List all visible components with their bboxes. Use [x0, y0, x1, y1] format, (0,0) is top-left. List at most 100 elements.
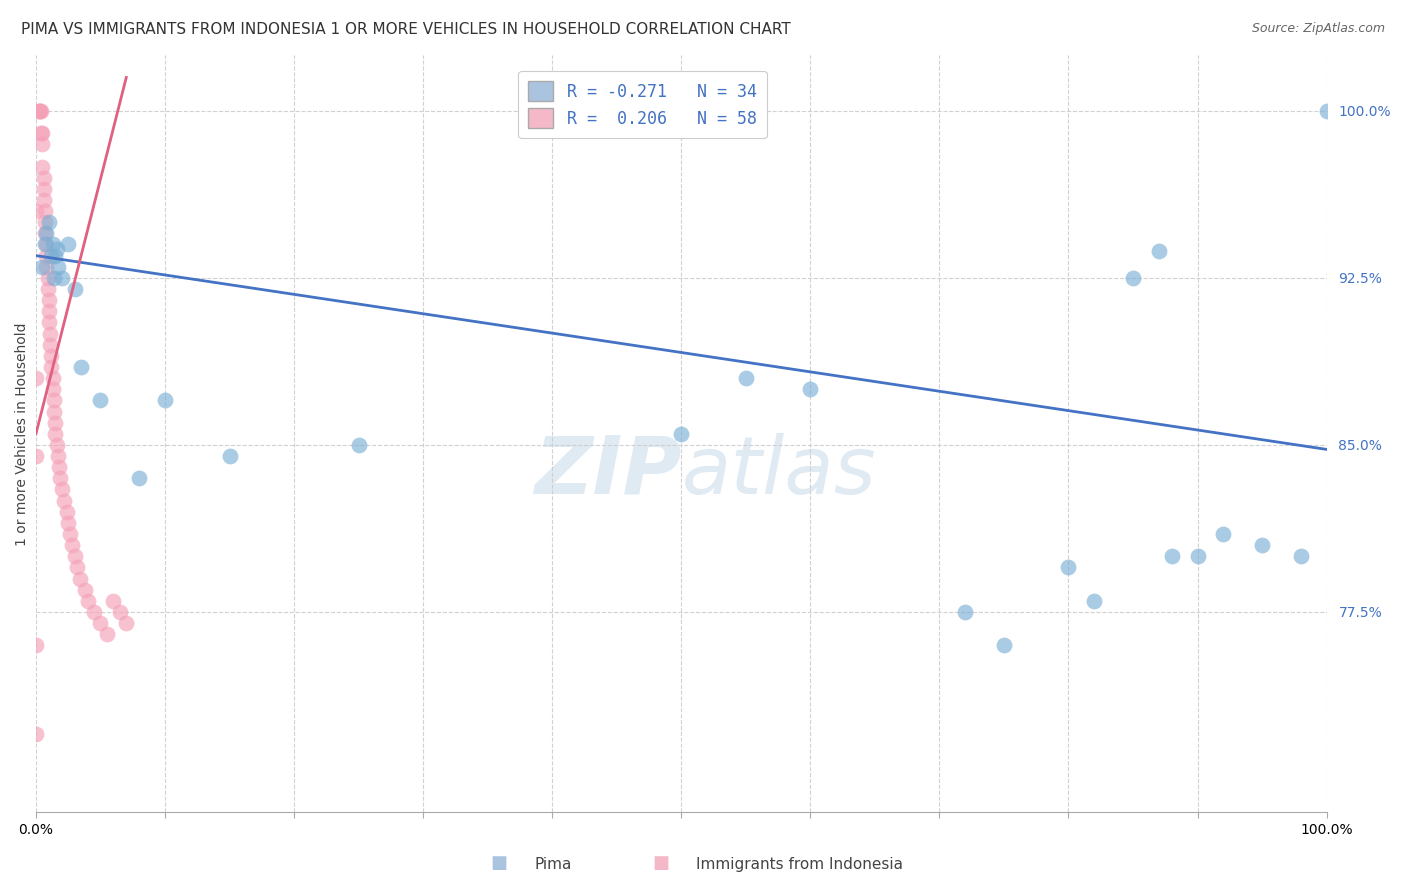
- Point: [1122, 271, 1144, 285]
- Point: [56, 505, 79, 519]
- Point: [993, 639, 1015, 653]
- Point: [42, 271, 65, 285]
- Point: [27, 103, 49, 118]
- Point: [27, 103, 49, 118]
- Point: [34, 204, 56, 219]
- Point: [66, 560, 89, 574]
- Point: [128, 471, 150, 485]
- Point: [58, 237, 80, 252]
- Point: [153, 393, 176, 408]
- Point: [46, 449, 69, 463]
- Point: [35, 260, 58, 274]
- Text: Pima: Pima: [534, 857, 572, 872]
- Point: [89, 616, 111, 631]
- Point: [42, 404, 65, 418]
- Point: [1316, 103, 1339, 118]
- Point: [25, 639, 48, 653]
- Point: [45, 242, 67, 256]
- Point: [31, 137, 53, 152]
- Point: [58, 516, 80, 530]
- Point: [70, 359, 93, 374]
- Point: [115, 616, 138, 631]
- Point: [347, 438, 370, 452]
- Point: [35, 237, 58, 252]
- Point: [32, 182, 55, 196]
- Point: [51, 271, 73, 285]
- Point: [25, 449, 48, 463]
- Text: atlas: atlas: [682, 433, 876, 510]
- Point: [83, 605, 105, 619]
- Point: [51, 483, 73, 497]
- Point: [108, 605, 131, 619]
- Point: [41, 237, 63, 252]
- Point: [44, 249, 66, 263]
- Point: [38, 304, 60, 318]
- Point: [39, 337, 62, 351]
- Point: [1251, 538, 1274, 552]
- Point: [38, 315, 60, 329]
- Text: Immigrants from Indonesia: Immigrants from Indonesia: [696, 857, 903, 872]
- Point: [1147, 244, 1170, 259]
- Point: [60, 538, 83, 552]
- Point: [41, 349, 63, 363]
- Y-axis label: 1 or more Vehicles in Household: 1 or more Vehicles in Household: [15, 322, 30, 546]
- Point: [41, 371, 63, 385]
- Point: [63, 282, 86, 296]
- Point: [44, 416, 66, 430]
- Point: [734, 371, 756, 385]
- Point: [1187, 549, 1209, 564]
- Text: ZIP: ZIP: [534, 433, 682, 510]
- Point: [35, 249, 58, 263]
- Point: [1083, 594, 1105, 608]
- Point: [76, 594, 98, 608]
- Point: [32, 170, 55, 185]
- Text: Source: ZipAtlas.com: Source: ZipAtlas.com: [1251, 22, 1385, 36]
- Point: [34, 227, 56, 241]
- Point: [25, 727, 48, 741]
- Text: PIMA VS IMMIGRANTS FROM INDONESIA 1 OR MORE VEHICLES IN HOUSEHOLD CORRELATION CH: PIMA VS IMMIGRANTS FROM INDONESIA 1 OR M…: [21, 22, 790, 37]
- Text: ■: ■: [652, 855, 669, 872]
- Point: [41, 249, 63, 263]
- Point: [41, 382, 63, 396]
- Point: [1160, 549, 1182, 564]
- Point: [49, 471, 72, 485]
- Point: [38, 215, 60, 229]
- Point: [218, 449, 240, 463]
- Point: [45, 438, 67, 452]
- Point: [799, 382, 821, 396]
- Point: [34, 237, 56, 252]
- Point: [73, 582, 96, 597]
- Point: [31, 160, 53, 174]
- Point: [1289, 549, 1312, 564]
- Point: [37, 271, 59, 285]
- Point: [953, 605, 976, 619]
- Point: [103, 594, 125, 608]
- Point: [31, 126, 53, 140]
- Point: [25, 204, 48, 219]
- Point: [28, 103, 51, 118]
- Point: [30, 103, 52, 118]
- Point: [41, 359, 63, 374]
- Point: [31, 260, 53, 274]
- Point: [53, 493, 76, 508]
- Point: [25, 371, 48, 385]
- Point: [89, 393, 111, 408]
- Point: [69, 572, 91, 586]
- Point: [37, 282, 59, 296]
- Text: ■: ■: [491, 855, 508, 872]
- Point: [96, 627, 118, 641]
- Legend: R = -0.271   N = 34, R =  0.206   N = 58: R = -0.271 N = 34, R = 0.206 N = 58: [519, 71, 766, 138]
- Point: [58, 527, 80, 541]
- Point: [42, 393, 65, 408]
- Point: [34, 215, 56, 229]
- Point: [32, 193, 55, 207]
- Point: [1057, 560, 1080, 574]
- Point: [30, 126, 52, 140]
- Point: [38, 293, 60, 307]
- Point: [46, 260, 69, 274]
- Point: [1212, 527, 1234, 541]
- Point: [35, 227, 58, 241]
- Point: [44, 426, 66, 441]
- Point: [39, 326, 62, 341]
- Point: [63, 549, 86, 564]
